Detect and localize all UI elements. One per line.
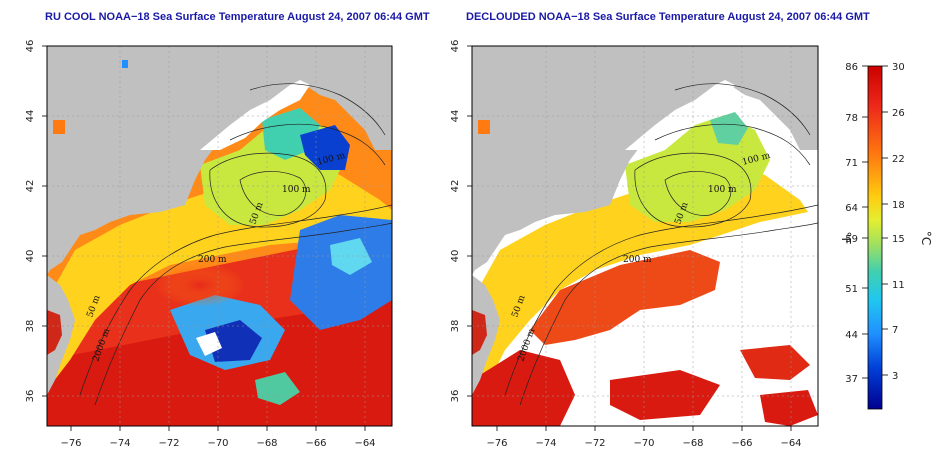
colorbar-gradient [867, 65, 883, 410]
sst-map-cool: 100 m 100 m 50 m 200 m 50 m 2000 m −76 −… [25, 40, 393, 449]
cloud-artifact-green [255, 372, 300, 405]
x-tick-label: −74 [535, 438, 556, 449]
x-tick-label: −68 [682, 438, 703, 449]
x-tick-label: −76 [60, 438, 81, 449]
colorbar-f-tick: 64 [845, 203, 858, 214]
x-tick-label: −66 [731, 438, 752, 449]
x-tick-label: −64 [780, 438, 801, 449]
x-tick-label: −68 [256, 438, 277, 449]
x-tick-label: −74 [109, 438, 130, 449]
colorbar-f-unit: °F [839, 232, 853, 245]
panel-title-left: RU COOL NOAA−18 Sea Surface Temperature … [45, 11, 430, 23]
colorbar-c-tick: 26 [892, 108, 905, 119]
land-bay [472, 310, 487, 355]
panel-title-right: DECLOUDED NOAA−18 Sea Surface Temperatur… [466, 11, 870, 23]
x-tick-label: −70 [633, 438, 654, 449]
warm-water [530, 250, 720, 345]
colorbar-f-tick: 86 [845, 62, 858, 73]
y-tick-label: 40 [450, 250, 461, 263]
land-bay [47, 310, 62, 355]
colorbar-c-tick: 30 [892, 62, 905, 73]
land-canada [47, 46, 392, 275]
cool-patch [710, 112, 748, 145]
shelf-water [47, 165, 392, 390]
cloud-artifact-blue [290, 215, 392, 330]
x-tick-label: −72 [158, 438, 179, 449]
patch-small [478, 120, 490, 134]
patch-small-2 [53, 120, 65, 134]
y-tick-label: 40 [25, 250, 36, 263]
warm-patch [610, 370, 720, 420]
contour-label: 200 m [198, 255, 227, 265]
contour-label: 200 m [623, 255, 652, 265]
sst-map-declouded: 100 m 100 m 50 m 200 m 50 m 2000 m −76 −… [450, 40, 819, 449]
colorbar-c-tick: 11 [892, 280, 905, 291]
warm-patch [760, 390, 818, 426]
y-tick-label: 46 [25, 40, 36, 53]
warm-core-eddy [155, 263, 245, 307]
colorbar: 86 78 71 64 59 51 44 37 30 26 22 18 15 1… [839, 62, 933, 410]
y-tick-label: 42 [450, 180, 461, 193]
warm-patch [740, 345, 810, 380]
colorbar-c-tick: 7 [892, 325, 898, 336]
patch-small-1 [122, 60, 128, 68]
y-tick-label: 38 [450, 320, 461, 333]
colorbar-f-tick: 44 [845, 330, 858, 341]
map-frame-right [471, 45, 819, 427]
colorbar-f-tick: 59 [845, 234, 858, 245]
colorbar-f-tick: 37 [845, 374, 858, 385]
y-tick-label: 44 [25, 110, 36, 123]
y-tick-label: 44 [450, 110, 461, 123]
x-tick-label: −66 [305, 438, 326, 449]
y-tick-label: 36 [25, 390, 36, 403]
y-tick-label: 36 [450, 390, 461, 403]
contour-label: 100 m [282, 185, 311, 195]
land-canada [472, 46, 818, 275]
warm-water-south [472, 350, 575, 426]
cold-patch [300, 125, 350, 170]
x-tick-label: −76 [486, 438, 507, 449]
cloud-artifact-cyan2 [330, 238, 372, 275]
x-tick-label: −72 [584, 438, 605, 449]
colorbar-c-tick: 18 [892, 200, 905, 211]
colorbar-f-tick: 51 [845, 284, 858, 295]
colorbar-f-tick: 78 [845, 113, 858, 124]
contour-label: 100 m [708, 185, 737, 195]
y-tick-label: 38 [25, 320, 36, 333]
map-frame-left [46, 45, 393, 427]
colorbar-c-unit: °C [919, 231, 933, 245]
cloud-artifact-white [196, 332, 222, 356]
x-tick-label: −64 [354, 438, 375, 449]
cloud-artifact-deep [205, 320, 262, 362]
y-tick-label: 42 [25, 180, 36, 193]
y-tick-label: 46 [450, 40, 461, 53]
x-tick-label: −70 [207, 438, 228, 449]
colorbar-c-tick: 22 [892, 154, 905, 165]
land-nova-scotia-white [625, 80, 735, 150]
colorbar-c-tick: 15 [892, 234, 905, 245]
shelf-water [472, 165, 808, 400]
land-nova-scotia-white [200, 80, 310, 150]
colorbar-f-tick: 71 [845, 158, 858, 169]
colorbar-c-tick: 3 [892, 371, 898, 382]
